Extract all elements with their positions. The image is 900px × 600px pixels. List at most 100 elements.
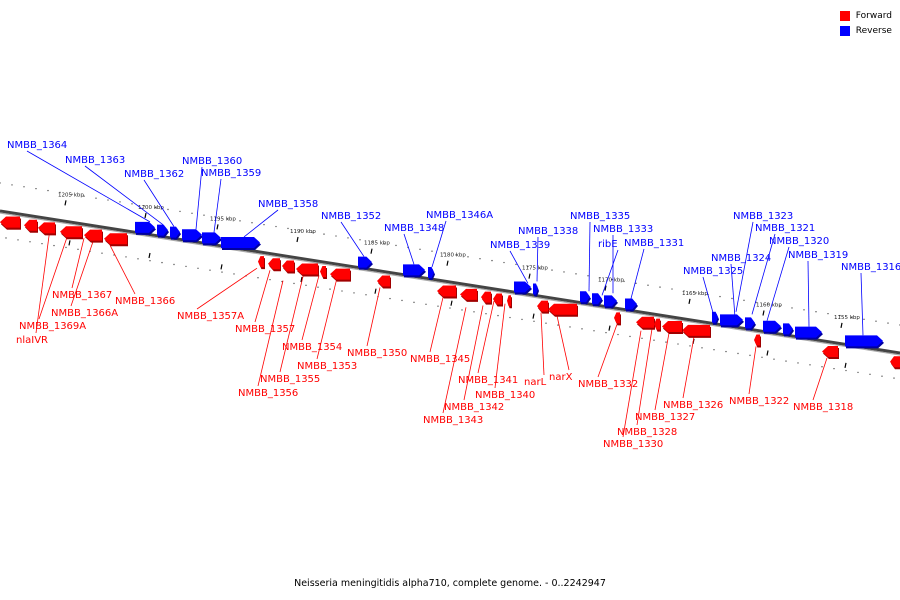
gene-label[interactable]: ribE [598, 239, 618, 250]
gene-feature[interactable] [481, 291, 492, 305]
gene-feature[interactable] [533, 283, 539, 297]
gene-label[interactable]: NMBB_1369A [19, 321, 86, 332]
gene-label[interactable]: NMBB_1340 [475, 390, 535, 401]
gene-feature[interactable] [712, 311, 719, 325]
gene-feature[interactable] [358, 256, 373, 270]
gene-label[interactable]: NMBB_1367 [52, 290, 112, 301]
gene-feature[interactable] [845, 335, 884, 349]
gene-label[interactable]: NMBB_1323 [733, 211, 793, 222]
gene-feature[interactable] [754, 334, 761, 348]
gene-arrow [754, 334, 760, 346]
gene-label[interactable]: NMBB_1316 [841, 262, 900, 273]
gene-feature[interactable] [202, 232, 222, 246]
gene-label[interactable]: NMBB_1353 [297, 361, 357, 372]
gene-feature[interactable] [320, 265, 327, 279]
gene-label[interactable]: NMBB_1366A [51, 308, 118, 319]
gene-feature[interactable] [157, 224, 169, 238]
gene-label[interactable]: NMBB_1331 [624, 238, 684, 249]
gene-label[interactable]: NMBB_1358 [258, 199, 318, 210]
gene-label[interactable]: NMBB_1342 [444, 402, 504, 413]
gene-feature[interactable] [84, 229, 103, 243]
gene-feature[interactable] [763, 320, 782, 334]
gene-feature[interactable] [592, 293, 603, 307]
gene-feature[interactable] [38, 222, 56, 236]
gene-feature[interactable] [625, 298, 638, 312]
gene-label[interactable]: NMBB_1357 [235, 324, 295, 335]
gene-feature[interactable] [403, 264, 426, 278]
gene-feature[interactable] [330, 268, 351, 282]
gene-label[interactable]: NMBB_1326 [663, 400, 723, 411]
gene-label[interactable]: NMBB_1362 [124, 169, 184, 180]
gene-feature[interactable] [0, 216, 21, 230]
gene-label[interactable]: NMBB_1319 [788, 250, 848, 261]
gene-feature[interactable] [460, 288, 478, 302]
gene-feature[interactable] [890, 356, 900, 370]
gene-feature[interactable] [60, 226, 83, 240]
gene-feature[interactable] [428, 267, 435, 281]
gene-label[interactable]: NMBB_1343 [423, 415, 483, 426]
gene-feature[interactable] [548, 303, 578, 317]
gene-feature[interactable] [822, 345, 839, 359]
gene-label[interactable]: NMBB_1357A [177, 311, 244, 322]
gene-label[interactable]: NMBB_1364 [7, 140, 67, 151]
gene-label[interactable]: NMBB_1366 [115, 296, 175, 307]
gene-feature[interactable] [268, 258, 281, 272]
gene-feature[interactable] [614, 312, 621, 326]
gene-feature[interactable] [282, 260, 295, 274]
gene-label[interactable]: NMBB_1324 [711, 253, 771, 264]
gene-label[interactable]: nlaIVR [16, 335, 48, 346]
gene-feature[interactable] [580, 291, 591, 305]
gene-label[interactable]: NMBB_1318 [793, 402, 853, 413]
gene-label[interactable]: NMBB_1338 [518, 226, 578, 237]
gene-label[interactable]: NMBB_1320 [769, 236, 829, 247]
gene-label[interactable]: NMBB_1341 [458, 375, 518, 386]
gene-label[interactable]: NMBB_1322 [729, 396, 789, 407]
gene-label[interactable]: NMBB_1335 [570, 211, 630, 222]
gene-label[interactable]: NMBB_1354 [282, 342, 342, 353]
gene-feature[interactable] [783, 323, 794, 337]
gene-feature[interactable] [537, 300, 549, 314]
gene-label[interactable]: NMBB_1333 [593, 224, 653, 235]
gene-label[interactable]: NMBB_1348 [384, 223, 444, 234]
gene-feature[interactable] [662, 321, 683, 335]
gene-label[interactable]: NMBB_1356 [238, 388, 298, 399]
gene-feature[interactable] [24, 219, 38, 233]
gene-label[interactable]: NMBB_1346A [426, 210, 493, 221]
gene-label[interactable]: NMBB_1332 [578, 379, 638, 390]
gene-label[interactable]: narL [524, 377, 547, 388]
gene-feature[interactable] [258, 256, 265, 270]
gene-feature[interactable] [182, 229, 203, 243]
gene-label[interactable]: NMBB_1352 [321, 211, 381, 222]
gene-feature[interactable] [170, 226, 181, 240]
gene-label[interactable]: NMBB_1325 [683, 266, 743, 277]
gene-feature[interactable] [745, 317, 756, 331]
gene-label[interactable]: NMBB_1339 [490, 240, 550, 251]
gene-feature[interactable] [296, 263, 319, 277]
gene-feature[interactable] [795, 326, 823, 340]
gene-label[interactable]: NMBB_1345 [410, 354, 470, 365]
gene-feature[interactable] [135, 221, 156, 235]
gene-label[interactable]: NMBB_1350 [347, 348, 407, 359]
gene-label[interactable]: NMBB_1363 [65, 155, 125, 166]
gene-feature[interactable] [104, 233, 128, 247]
gene-label[interactable]: NMBB_1328 [617, 427, 677, 438]
gene-label[interactable]: NMBB_1355 [260, 374, 320, 385]
gene-label[interactable]: NMBB_1330 [603, 439, 663, 450]
gene-feature[interactable] [682, 324, 711, 338]
gene-label[interactable]: NMBB_1321 [755, 223, 815, 234]
gene-feature[interactable] [221, 236, 261, 250]
gene-label[interactable]: narX [549, 372, 573, 383]
gene-feature[interactable] [604, 295, 618, 309]
gene-feature[interactable] [507, 295, 512, 309]
gene-arrow [636, 316, 654, 328]
gene-feature[interactable] [720, 314, 744, 328]
gene-feature[interactable] [654, 318, 661, 332]
gene-label[interactable]: NMBB_1327 [635, 412, 695, 423]
gene-feature[interactable] [437, 285, 457, 299]
gene-feature[interactable] [377, 275, 391, 289]
gene-label[interactable]: NMBB_1359 [201, 168, 261, 179]
gene-feature[interactable] [514, 281, 532, 295]
gene-feature[interactable] [636, 316, 655, 330]
gene-label[interactable]: NMBB_1360 [182, 156, 242, 167]
gene-feature[interactable] [493, 293, 503, 307]
